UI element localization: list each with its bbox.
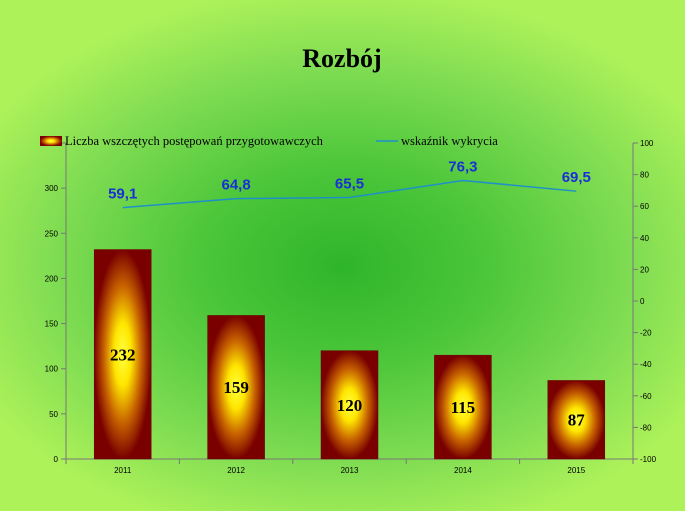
- right-tick-label: 80: [640, 171, 649, 180]
- bar: [93, 249, 152, 460]
- left-tick-label: 0: [54, 455, 59, 464]
- legend-swatch-bars: [40, 136, 62, 146]
- bar: [320, 350, 379, 460]
- bar: [434, 354, 492, 460]
- right-tick-label: 40: [640, 234, 649, 243]
- bar: [547, 380, 606, 460]
- line-value-label: 64,8: [221, 177, 250, 194]
- x-tick-label: 2012: [227, 466, 245, 475]
- right-tick-label: -100: [640, 455, 657, 464]
- line-value-label: 76,3: [448, 158, 477, 175]
- bar-value-label: 232: [110, 345, 136, 364]
- legend-label-bars: Liczba wszczętych postępowań przygotowaw…: [65, 134, 324, 148]
- right-tick-label: -80: [640, 423, 652, 432]
- right-tick-label: 20: [640, 265, 649, 274]
- line-value-label: 69,5: [562, 169, 591, 186]
- right-tick-label: -60: [640, 392, 652, 401]
- right-tick-label: 60: [640, 202, 649, 211]
- x-tick-label: 2015: [567, 466, 585, 475]
- line-value-label: 65,5: [335, 176, 364, 193]
- right-tick-label: 0: [640, 297, 645, 306]
- chart-title: Rozbój: [302, 44, 381, 73]
- line-series-wskaznik: [122, 179, 577, 209]
- bar-value-label: 120: [337, 396, 363, 415]
- left-tick-label: 250: [45, 229, 59, 238]
- left-tick-label: 100: [45, 365, 59, 374]
- bar-value-label: 87: [568, 411, 586, 430]
- legend-label-line: wskaźnik wykrycia: [401, 134, 498, 148]
- right-tick-label: -40: [640, 360, 652, 369]
- line-value-label: 59,1: [108, 186, 137, 203]
- left-tick-label: 50: [49, 410, 58, 419]
- left-tick-label: 150: [45, 320, 59, 329]
- bar: [207, 315, 265, 460]
- x-tick-label: 2014: [454, 466, 472, 475]
- left-tick-label: 300: [45, 184, 59, 193]
- bar-value-label: 159: [223, 378, 249, 397]
- right-tick-label: -20: [640, 329, 652, 338]
- left-tick-label: 200: [45, 274, 59, 283]
- right-tick-label: 100: [640, 139, 654, 148]
- bar-value-label: 115: [451, 398, 476, 417]
- x-tick-label: 2011: [114, 466, 132, 475]
- x-tick-label: 2013: [341, 466, 359, 475]
